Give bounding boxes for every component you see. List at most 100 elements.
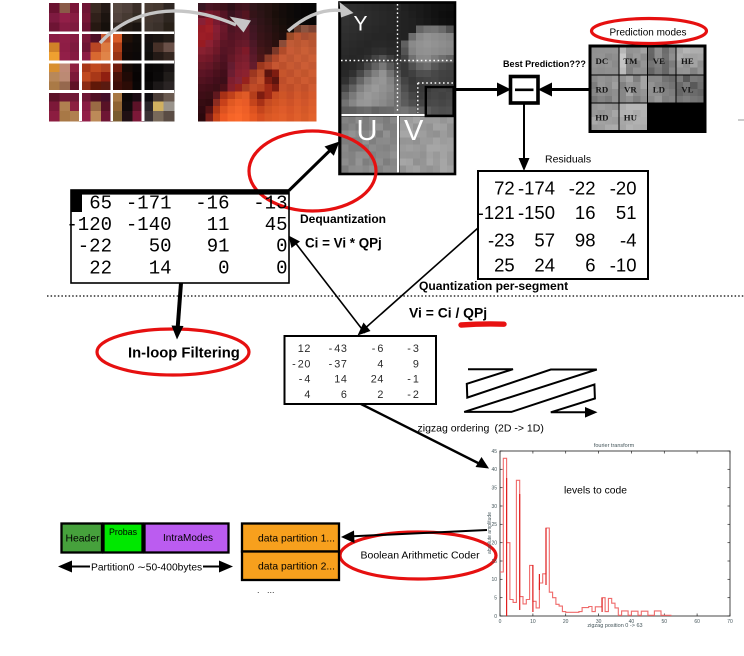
svg-text:zigzag ordering (2D -> 1D): zigzag ordering (2D -> 1D) <box>418 423 544 435</box>
svg-text:0: 0 <box>276 258 287 280</box>
svg-text:10: 10 <box>530 619 536 625</box>
svg-text:35: 35 <box>491 486 497 492</box>
svg-text:-140: -140 <box>126 214 172 236</box>
svg-text:Header: Header <box>66 534 101 545</box>
svg-text:0: 0 <box>218 258 229 280</box>
svg-text:In-loop Filtering: In-loop Filtering <box>128 346 240 362</box>
svg-text:-22: -22 <box>569 178 596 199</box>
svg-text:- 4: - 4 <box>299 374 311 386</box>
svg-text:10: 10 <box>491 577 497 583</box>
svg-text:Best Prediction???: Best Prediction??? <box>503 59 586 69</box>
svg-text:zigzag position 0 -> 63: zigzag position 0 -> 63 <box>587 623 642 629</box>
svg-text:V: V <box>404 115 424 147</box>
svg-text:Vi = Ci / QPj: Vi = Ci / QPj <box>409 305 487 321</box>
svg-text:25: 25 <box>491 522 497 528</box>
svg-text:Boolean Arithmetic Coder: Boolean Arithmetic Coder <box>361 550 481 562</box>
svg-text:50: 50 <box>662 619 668 625</box>
svg-text:12: 12 <box>298 343 311 355</box>
svg-text:RD: RD <box>596 84 609 94</box>
svg-text:Residuals: Residuals <box>545 154 591 166</box>
svg-text:-120: -120 <box>66 214 112 236</box>
svg-text:4: 4 <box>377 358 384 370</box>
svg-text:45: 45 <box>491 449 497 455</box>
svg-text:. ...: . ... <box>257 585 275 595</box>
svg-text:levels to code: levels to code <box>564 486 627 497</box>
svg-text:- 37: - 37 <box>329 358 348 370</box>
svg-text:50: 50 <box>149 236 172 258</box>
svg-text:- 43: - 43 <box>329 343 348 355</box>
svg-text:45: 45 <box>265 214 288 236</box>
svg-text:Dequantization: Dequantization <box>300 212 386 226</box>
svg-text:6: 6 <box>585 255 595 276</box>
svg-text:70: 70 <box>727 619 733 625</box>
svg-text:- 2: - 2 <box>407 389 419 401</box>
svg-text:91: 91 <box>207 236 230 258</box>
svg-text:57: 57 <box>534 230 555 251</box>
svg-text:Probas: Probas <box>109 527 138 537</box>
svg-text:HU: HU <box>624 113 638 123</box>
svg-text:IntraModes: IntraModes <box>163 533 213 544</box>
svg-text:9: 9 <box>413 358 420 370</box>
svg-text:4: 4 <box>304 389 311 401</box>
svg-text:2: 2 <box>377 389 384 401</box>
svg-text:0: 0 <box>494 614 497 620</box>
svg-text:-121: -121 <box>478 202 515 223</box>
svg-text:30: 30 <box>596 619 602 625</box>
svg-text:14: 14 <box>149 258 172 280</box>
svg-text:VR: VR <box>624 84 637 94</box>
svg-text:- 1: - 1 <box>407 374 419 386</box>
svg-text:LD: LD <box>653 84 665 94</box>
svg-text:11: 11 <box>207 214 230 236</box>
svg-text:- 3: - 3 <box>407 343 419 355</box>
svg-text:98: 98 <box>575 230 596 251</box>
svg-text:30: 30 <box>491 504 497 510</box>
svg-text:-174: -174 <box>518 178 555 199</box>
svg-text:-20: -20 <box>610 178 637 199</box>
svg-text:U: U <box>357 115 378 147</box>
svg-text:- 20: - 20 <box>292 358 311 370</box>
svg-text:Ci = Vi * QPj: Ci = Vi * QPj <box>305 236 382 251</box>
svg-text:0: 0 <box>276 236 287 258</box>
svg-text:6: 6 <box>341 389 348 401</box>
svg-text:5: 5 <box>494 596 497 602</box>
svg-text:-23: -23 <box>488 230 515 251</box>
svg-text:TM: TM <box>623 56 638 66</box>
svg-text:20: 20 <box>491 541 497 547</box>
svg-text:HE: HE <box>681 56 694 66</box>
svg-text:VE: VE <box>653 56 665 66</box>
svg-text:Y: Y <box>354 13 368 36</box>
svg-text:fourier transform: fourier transform <box>594 443 635 449</box>
svg-text:HD: HD <box>595 113 608 123</box>
svg-text:DC: DC <box>596 56 609 66</box>
svg-text:40: 40 <box>491 467 497 473</box>
svg-text:-16: -16 <box>195 193 229 215</box>
svg-text:-22: -22 <box>78 236 112 258</box>
svg-text:- 6: - 6 <box>372 343 384 355</box>
svg-text:15: 15 <box>491 559 497 565</box>
svg-text:72: 72 <box>494 178 515 199</box>
svg-text:25: 25 <box>494 255 515 276</box>
svg-text:Prediction modes: Prediction modes <box>610 28 687 39</box>
svg-text:-171: -171 <box>126 193 172 215</box>
svg-text:Quantization per-segment: Quantization per-segment <box>419 279 568 293</box>
svg-text:-4: -4 <box>620 230 636 251</box>
svg-text:absolute amplitude: absolute amplitude <box>487 512 493 554</box>
svg-text:16: 16 <box>575 202 596 223</box>
svg-text:data partition 2...: data partition 2... <box>258 562 335 573</box>
svg-text:24: 24 <box>534 255 555 276</box>
svg-text:VL: VL <box>681 84 693 94</box>
svg-text:14: 14 <box>334 374 347 386</box>
svg-text:22: 22 <box>89 258 112 280</box>
svg-text:data partition 1...: data partition 1... <box>258 534 335 545</box>
svg-text:65: 65 <box>89 193 112 215</box>
svg-text:24: 24 <box>371 374 384 386</box>
svg-text:-10: -10 <box>610 255 637 276</box>
svg-text:51: 51 <box>616 202 637 223</box>
svg-text:-13: -13 <box>253 193 287 215</box>
svg-text:-150: -150 <box>518 202 555 223</box>
svg-text:20: 20 <box>563 619 569 625</box>
svg-text:40: 40 <box>629 619 635 625</box>
svg-text:0: 0 <box>499 619 502 625</box>
svg-text:Partition0 ∼50-400bytes: Partition0 ∼50-400bytes <box>91 563 202 574</box>
svg-text:60: 60 <box>694 619 700 625</box>
